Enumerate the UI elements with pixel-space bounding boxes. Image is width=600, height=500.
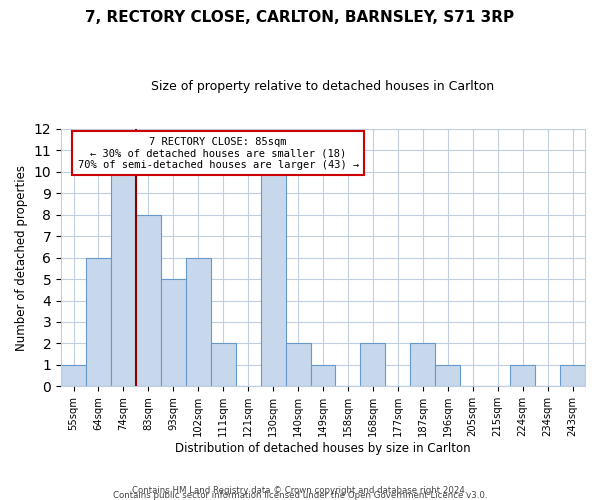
Bar bbox=[61, 365, 86, 386]
Bar bbox=[560, 365, 585, 386]
Bar bbox=[286, 344, 311, 386]
Text: Contains HM Land Registry data © Crown copyright and database right 2024.: Contains HM Land Registry data © Crown c… bbox=[132, 486, 468, 495]
Text: 7 RECTORY CLOSE: 85sqm
← 30% of detached houses are smaller (18)
70% of semi-det: 7 RECTORY CLOSE: 85sqm ← 30% of detached… bbox=[77, 136, 359, 170]
Bar bbox=[260, 172, 286, 386]
Y-axis label: Number of detached properties: Number of detached properties bbox=[15, 164, 28, 350]
Bar bbox=[161, 279, 186, 386]
Bar bbox=[510, 365, 535, 386]
Bar bbox=[410, 344, 435, 386]
Title: Size of property relative to detached houses in Carlton: Size of property relative to detached ho… bbox=[151, 80, 494, 93]
Bar bbox=[361, 344, 385, 386]
Bar bbox=[435, 365, 460, 386]
Bar bbox=[136, 214, 161, 386]
Bar bbox=[111, 172, 136, 386]
Bar bbox=[186, 258, 211, 386]
Bar bbox=[211, 344, 236, 386]
Bar bbox=[311, 365, 335, 386]
Text: 7, RECTORY CLOSE, CARLTON, BARNSLEY, S71 3RP: 7, RECTORY CLOSE, CARLTON, BARNSLEY, S71… bbox=[85, 10, 515, 25]
Bar bbox=[86, 258, 111, 386]
X-axis label: Distribution of detached houses by size in Carlton: Distribution of detached houses by size … bbox=[175, 442, 471, 455]
Text: Contains public sector information licensed under the Open Government Licence v3: Contains public sector information licen… bbox=[113, 491, 487, 500]
